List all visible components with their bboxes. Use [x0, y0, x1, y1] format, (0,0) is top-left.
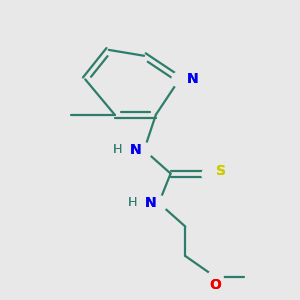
Text: N: N	[130, 143, 141, 157]
Text: N: N	[144, 196, 156, 210]
Text: H: H	[113, 143, 122, 157]
Text: H: H	[128, 196, 137, 209]
Text: N: N	[144, 196, 156, 210]
Text: N: N	[130, 143, 141, 157]
Text: S: S	[216, 164, 226, 178]
Text: H: H	[113, 143, 122, 157]
Text: H: H	[128, 196, 137, 209]
Text: N: N	[187, 72, 198, 86]
Text: O: O	[209, 278, 221, 292]
Text: N: N	[187, 72, 198, 86]
Text: S: S	[216, 164, 226, 178]
Text: O: O	[209, 278, 221, 292]
